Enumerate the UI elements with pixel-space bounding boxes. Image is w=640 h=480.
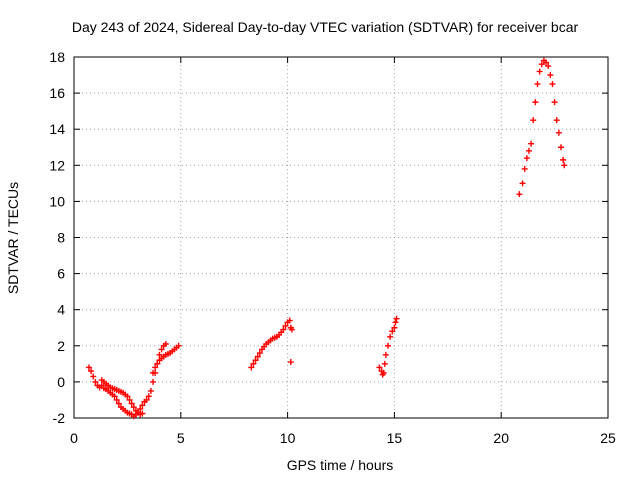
data-point [393,315,400,322]
data-point [145,393,152,400]
data-point [152,364,159,371]
y-axis-title: SDTVAR / TECUs [5,182,21,294]
data-point [525,147,532,154]
data-point [162,340,169,347]
x-tick-label: 5 [177,430,185,446]
data-point [150,369,157,376]
data-points [85,57,568,420]
data-point [154,360,161,367]
data-point [126,396,133,403]
data-point [130,404,137,411]
data-point [128,400,135,407]
data-point [287,359,294,366]
data-point [389,328,396,335]
data-point [532,99,539,106]
data-point [175,342,182,349]
axis-ticks [73,56,609,419]
chart-title: Day 243 of 2024, Sidereal Day-to-day VTE… [72,19,579,35]
x-tick-label: 15 [387,430,403,446]
y-tick-label: 4 [57,302,65,318]
data-point [139,402,146,409]
x-tick-labels: 0 5 10 15 20 25 [70,430,616,446]
y-tick-label: 12 [49,157,65,173]
data-point [248,364,255,371]
data-point [158,346,165,353]
x-tick-label: 25 [600,430,616,446]
data-point [555,129,562,136]
data-point [551,99,558,106]
data-point [280,326,287,333]
data-point [143,396,150,403]
data-point [516,191,523,198]
y-tick-labels: -2 0 2 4 6 8 10 12 14 16 18 [49,49,65,426]
y-tick-label: 6 [57,266,65,282]
data-point [392,319,399,326]
data-point [536,68,543,75]
y-tick-label: 14 [49,121,65,137]
data-point [150,378,157,385]
data-point [113,396,120,403]
data-point [528,140,535,147]
data-point [545,63,552,70]
data-point [250,360,257,367]
data-point [521,165,528,172]
x-tick-label: 10 [280,430,296,446]
data-point [115,400,122,407]
data-point [147,387,154,394]
x-tick-label: 0 [70,430,78,446]
data-point [523,155,530,162]
data-point [561,162,568,169]
data-point [376,364,383,371]
data-point [560,156,567,163]
data-point [286,317,293,324]
data-point [530,117,537,124]
data-point [92,378,99,385]
data-point [381,360,388,367]
y-tick-label: 16 [49,85,65,101]
data-point [254,353,261,360]
data-point [88,368,95,375]
y-tick-label: 10 [49,193,65,209]
data-point [519,180,526,187]
data-point [282,322,289,329]
data-point [256,350,263,357]
data-point [547,72,554,79]
data-point [543,59,550,66]
data-point [124,393,131,400]
data-point [139,410,146,417]
data-point [387,333,394,340]
data-point [137,405,144,412]
y-tick-label: 18 [49,49,65,65]
data-point [111,393,118,400]
y-tick-label: 2 [57,338,65,354]
data-point [382,351,389,358]
y-tick-label: 8 [57,230,65,246]
y-tick-label: 0 [57,374,65,390]
grid-lines [74,57,608,418]
data-point [549,81,556,88]
data-point [90,373,97,380]
data-point [384,342,391,349]
data-point [538,61,545,68]
data-point [391,324,398,331]
data-point [553,117,560,124]
data-point [252,357,259,364]
data-point [380,369,387,376]
data-point [288,326,295,333]
data-point [85,364,92,371]
data-point [156,351,163,358]
y-tick-label: -2 [53,410,66,426]
data-point [534,81,541,88]
x-axis-title: GPS time / hours [287,457,394,473]
data-point [558,144,565,151]
x-tick-label: 20 [493,430,509,446]
